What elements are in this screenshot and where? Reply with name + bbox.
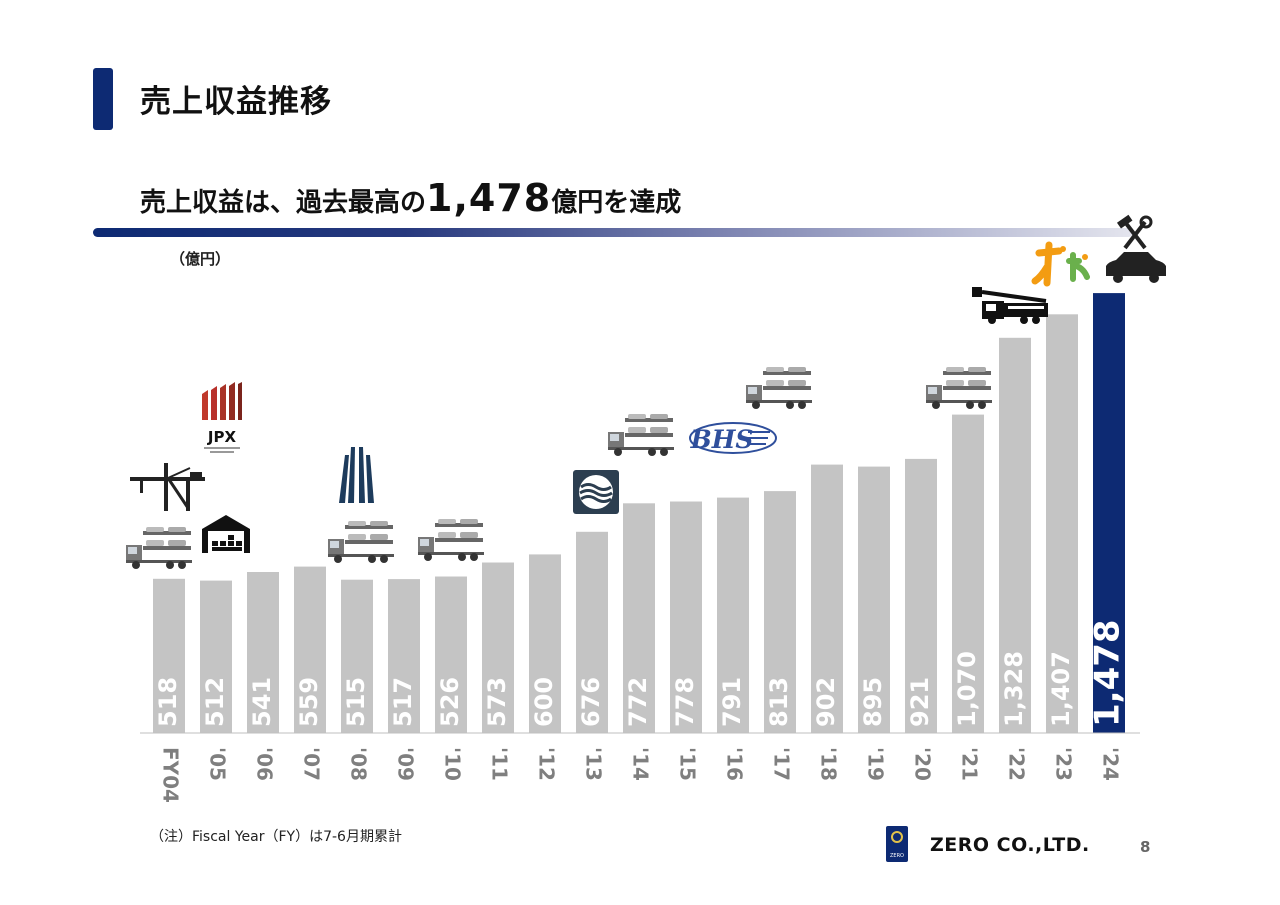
unit-label: （億円） xyxy=(170,250,231,268)
car-carrier-truck-icon xyxy=(328,521,394,563)
x-tick-label: '22 xyxy=(1005,747,1029,781)
bar-'13 xyxy=(576,531,608,733)
x-tick-label: '08 xyxy=(347,747,371,781)
bar-value-label: 573 xyxy=(483,677,511,727)
bar-'22 xyxy=(999,337,1031,733)
car-carrier-truck-icon xyxy=(418,519,484,561)
bar-'24 xyxy=(1093,293,1125,733)
x-tick-label: '20 xyxy=(911,747,935,781)
bar-value-label: 813 xyxy=(765,677,793,727)
car-and-tools-icon xyxy=(1106,214,1166,283)
headline-suffix: 億円を達成 xyxy=(551,188,682,218)
bar-value-label: 515 xyxy=(342,677,370,727)
x-tick-label: FY04 xyxy=(159,747,183,803)
x-tick-label: '16 xyxy=(723,747,747,781)
bar-value-label: 1,407 xyxy=(1047,651,1075,727)
bar-'09 xyxy=(388,579,420,733)
x-tick-label: '14 xyxy=(629,747,653,781)
bar-'16 xyxy=(717,497,749,733)
x-tick-label: '05 xyxy=(206,747,230,781)
company-logo-icon: ZERO xyxy=(886,826,908,862)
car-carrier-truck-icon xyxy=(746,367,812,409)
bar-FY04 xyxy=(153,578,185,733)
bar-value-label: 517 xyxy=(389,677,417,727)
bar-value-label: 921 xyxy=(906,677,934,727)
bar-'17 xyxy=(764,491,796,733)
bar-'19 xyxy=(858,466,890,733)
bhs-logo-text: BHS xyxy=(690,425,754,454)
bar-'18 xyxy=(811,464,843,733)
bar-value-label: 518 xyxy=(154,677,182,727)
x-tick-label: '24 xyxy=(1099,747,1123,781)
x-tick-label: '15 xyxy=(676,747,700,781)
bar-value-label: 895 xyxy=(859,677,887,727)
bar-value-label: 541 xyxy=(248,677,276,727)
page-number: 8 xyxy=(1140,838,1151,856)
bar-'14 xyxy=(623,503,655,733)
bar-value-label: 1,070 xyxy=(953,651,981,727)
warehouse-icon xyxy=(202,515,250,553)
x-tick-label: '06 xyxy=(253,747,277,781)
company-name: ZERO CO.,LTD. xyxy=(930,834,1090,856)
acquired-company-logo-icon xyxy=(339,447,374,503)
bar-'07 xyxy=(294,566,326,733)
company-logo-text: ZERO xyxy=(890,853,904,859)
title-accent-bar xyxy=(93,68,113,130)
orange-figure-logo-icon xyxy=(1031,241,1090,287)
bar-'11 xyxy=(482,562,514,733)
footnote: （注）Fiscal Year（FY）は7-6月期累計 xyxy=(150,829,402,845)
x-tick-label: '10 xyxy=(441,747,465,781)
bar-value-label: 1,478 xyxy=(1088,619,1128,727)
bar-'15 xyxy=(670,501,702,733)
bar-value-label: 772 xyxy=(624,677,652,727)
bar-'05 xyxy=(200,580,232,733)
x-tick-label: '11 xyxy=(488,747,512,781)
x-tick-label: '09 xyxy=(394,747,418,781)
x-tick-label: '17 xyxy=(770,747,794,781)
bar-'23 xyxy=(1046,314,1078,733)
car-carrier-truck-icon xyxy=(608,414,674,456)
jpx-logo-text: JPX xyxy=(207,428,237,446)
bar-value-label: 902 xyxy=(812,677,840,727)
headline-prefix: 売上収益は、過去最高の xyxy=(140,188,427,218)
x-tick-label: '13 xyxy=(582,747,606,781)
x-tick-label: '18 xyxy=(817,747,841,781)
car-carrier-truck-icon xyxy=(126,527,192,569)
bar-value-label: 791 xyxy=(718,677,746,727)
jpx-logo-icon: JPX xyxy=(202,382,242,453)
x-tick-label: '07 xyxy=(300,747,324,781)
x-tick-label: '19 xyxy=(864,747,888,781)
x-tick-label: '23 xyxy=(1052,747,1076,781)
bar-value-label: 1,328 xyxy=(1000,651,1028,727)
headline: 売上収益は、過去最高の1,478億円を達成 xyxy=(140,176,681,220)
port-crane-icon xyxy=(130,463,205,511)
bar-value-label: 600 xyxy=(530,677,558,727)
bar-value-label: 512 xyxy=(201,677,229,727)
headline-underline xyxy=(93,228,1133,237)
x-tick-label: '12 xyxy=(535,747,559,781)
bar-value-label: 559 xyxy=(295,677,323,727)
car-carrier-truck-icon xyxy=(926,367,992,409)
bar-'10 xyxy=(435,576,467,733)
bhs-logo-icon: BHS xyxy=(689,422,777,454)
acquired-company-logo-icon xyxy=(573,470,619,514)
bar-'12 xyxy=(529,554,561,733)
headline-value: 1,478 xyxy=(426,176,552,220)
bar-value-label: 676 xyxy=(577,677,605,727)
bar-value-label: 526 xyxy=(436,677,464,727)
bar-value-label: 778 xyxy=(671,677,699,727)
page-title: 売上収益推移 xyxy=(140,84,332,120)
bar-'08 xyxy=(341,579,373,733)
bar-'21 xyxy=(952,414,984,733)
bar-'20 xyxy=(905,458,937,733)
crane-truck-icon xyxy=(972,287,1048,324)
company-logo-ring xyxy=(891,831,903,843)
x-tick-label: '21 xyxy=(958,747,982,781)
bar-'06 xyxy=(247,572,279,733)
